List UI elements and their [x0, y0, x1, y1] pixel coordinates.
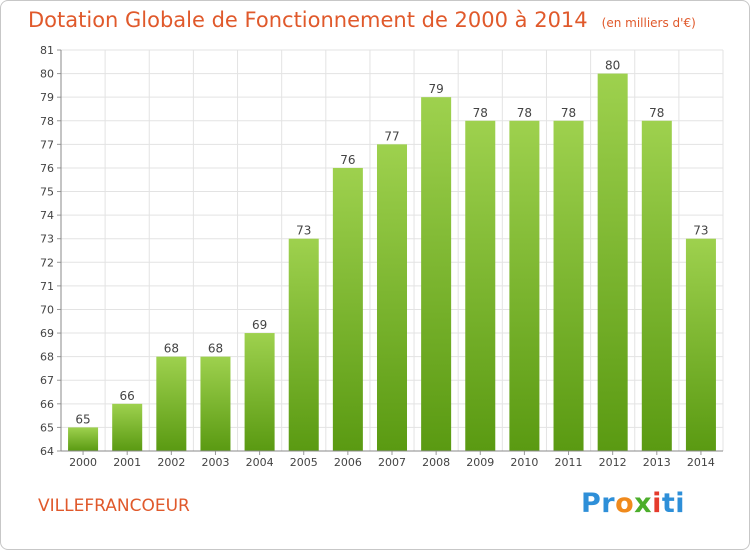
- x-tick-label: 2012: [599, 456, 627, 469]
- bar-value-label: 66: [120, 389, 135, 403]
- x-tick-label: 2008: [422, 456, 450, 469]
- bar: [685, 238, 716, 451]
- bar: [112, 403, 143, 451]
- bar-value-label: 68: [164, 342, 179, 356]
- y-tick-label: 79: [40, 91, 54, 104]
- logo-part: o: [615, 488, 635, 519]
- bar-value-label: 78: [473, 106, 488, 120]
- bar-value-label: 68: [208, 342, 223, 356]
- y-tick-label: 76: [40, 162, 54, 175]
- bar: [156, 356, 187, 451]
- bar-value-label: 65: [75, 412, 90, 426]
- y-tick-label: 74: [40, 209, 54, 222]
- bar: [376, 144, 408, 451]
- bar: [68, 427, 99, 451]
- bar: [509, 120, 540, 451]
- bar: [288, 238, 319, 451]
- title-text: Dotation Globale de Fonctionnement de 20…: [28, 8, 588, 32]
- bar-value-label: 78: [517, 106, 532, 120]
- bar-value-label: 73: [296, 224, 311, 238]
- chart-title: Dotation Globale de Fonctionnement de 20…: [28, 8, 696, 32]
- x-tick-label: 2001: [113, 456, 141, 469]
- bar: [244, 333, 275, 451]
- x-tick-label: 2002: [157, 456, 185, 469]
- x-tick-label: 2004: [246, 456, 274, 469]
- bar: [597, 73, 628, 452]
- bar-value-label: 79: [428, 82, 443, 96]
- proxiti-logo: Proxiti: [581, 488, 685, 519]
- y-tick-label: 78: [40, 115, 54, 128]
- x-tick-label: 2010: [510, 456, 538, 469]
- bar-value-label: 77: [384, 129, 399, 143]
- y-tick-label: 77: [40, 138, 54, 151]
- y-tick-label: 72: [40, 256, 54, 269]
- y-tick-label: 71: [40, 280, 54, 293]
- x-tick-label: 2000: [69, 456, 97, 469]
- x-tick-label: 2007: [378, 456, 406, 469]
- bar: [200, 356, 231, 451]
- y-tick-label: 80: [40, 68, 54, 81]
- logo-part: ti: [661, 488, 686, 519]
- bar: [332, 167, 363, 452]
- x-tick-label: 2013: [643, 456, 671, 469]
- x-tick-label: 2009: [466, 456, 494, 469]
- bar: [641, 120, 672, 451]
- x-tick-label: 2006: [334, 456, 362, 469]
- y-tick-label: 65: [40, 421, 54, 434]
- x-tick-label: 2014: [687, 456, 715, 469]
- y-tick-label: 64: [40, 445, 54, 458]
- bar: [553, 120, 584, 451]
- y-tick-label: 70: [40, 303, 54, 316]
- bar-value-label: 80: [605, 59, 620, 73]
- logo-part: Pr: [581, 488, 616, 519]
- y-tick-label: 73: [40, 233, 54, 246]
- x-tick-label: 2011: [555, 456, 583, 469]
- bar-value-label: 78: [649, 106, 664, 120]
- logo-part: i: [652, 488, 662, 519]
- y-tick-label: 68: [40, 351, 54, 364]
- y-tick-label: 75: [40, 186, 54, 199]
- bar: [421, 97, 452, 452]
- x-tick-label: 2003: [201, 456, 229, 469]
- y-tick-label: 69: [40, 327, 54, 340]
- y-tick-label: 81: [40, 44, 54, 57]
- bar-value-label: 69: [252, 318, 267, 332]
- bar-value-label: 76: [340, 153, 355, 167]
- y-tick-label: 67: [40, 374, 54, 387]
- y-tick-label: 66: [40, 398, 54, 411]
- bar-value-label: 78: [561, 106, 576, 120]
- unit-note: (en milliers d'€): [601, 16, 696, 30]
- logo-part: x: [634, 488, 653, 519]
- x-tick-label: 2005: [290, 456, 318, 469]
- bar: [465, 120, 496, 451]
- bar-value-label: 73: [693, 224, 708, 238]
- city-name: VILLEFRANCOEUR: [38, 496, 190, 516]
